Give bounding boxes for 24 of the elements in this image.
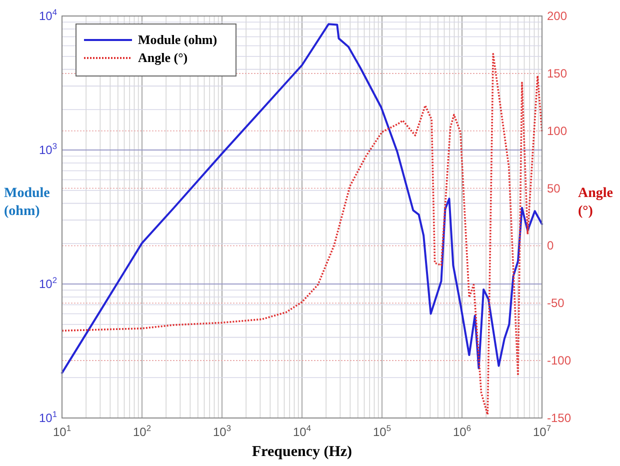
y-tick-label: 10$^{3}$ bbox=[38, 141, 58, 157]
y2-tick-label: -150 bbox=[547, 411, 572, 425]
y2-tick-label: 150 bbox=[547, 66, 568, 80]
y-tick-label: 10$^{4}$ bbox=[38, 7, 58, 23]
y2-tick-label: 200 bbox=[547, 9, 568, 23]
y2-tick-label: 0 bbox=[547, 238, 554, 253]
x-axis-title: Frequency (Hz) bbox=[252, 444, 352, 460]
y-tick-label: 10$^{1}$ bbox=[38, 409, 58, 425]
x-tick-label: 10$^{3}$ bbox=[212, 423, 232, 439]
x-tick-label: 10$^{1}$ bbox=[52, 423, 72, 439]
legend-label: Module (ohm) bbox=[138, 32, 218, 47]
y-tick-label: 10$^{2}$ bbox=[38, 275, 58, 291]
x-tick-label: 10$^{2}$ bbox=[132, 423, 152, 439]
x-tick-label: 10$^{5}$ bbox=[372, 423, 392, 439]
y-axis-title: Module (ohm) bbox=[4, 186, 50, 219]
y2-tick-label: 100 bbox=[547, 124, 568, 138]
x-tick-label: 10$^{7}$ bbox=[532, 423, 552, 439]
y2-tick-label: 50 bbox=[547, 181, 561, 196]
y2-axis-title: Angle (°) bbox=[578, 186, 613, 219]
x-tick-label: 10$^{6}$ bbox=[452, 423, 472, 439]
legend-label: Angle (°) bbox=[138, 50, 188, 65]
x-tick-label: 10$^{4}$ bbox=[292, 423, 312, 439]
y2-tick-label: -50 bbox=[547, 296, 565, 310]
y2-tick-label: -100 bbox=[547, 354, 572, 368]
